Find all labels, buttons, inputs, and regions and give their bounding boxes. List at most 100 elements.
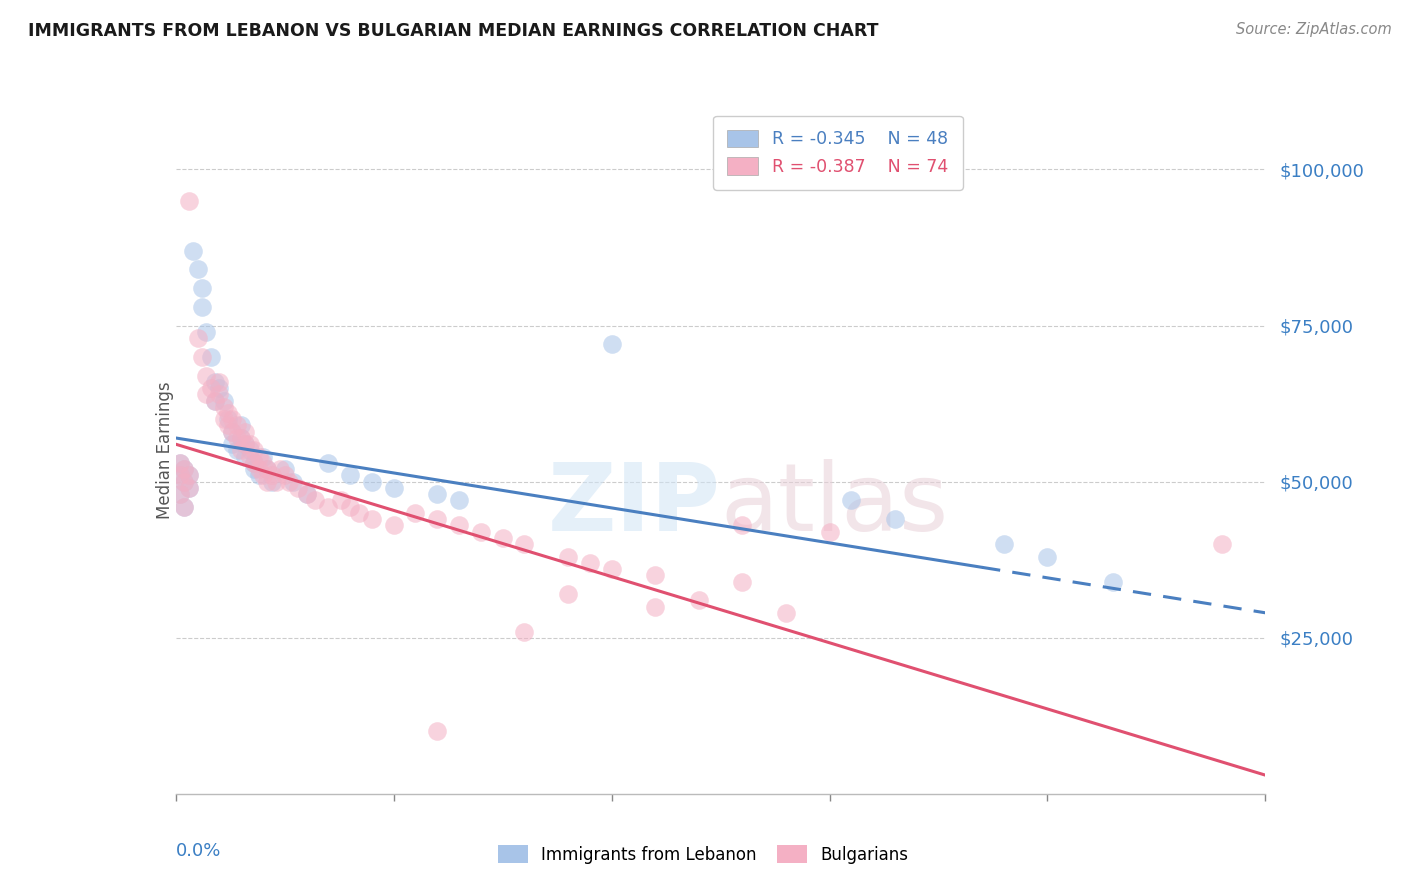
Point	[688, 593, 710, 607]
Point	[186, 262, 209, 277]
Point	[447, 518, 470, 533]
Point	[600, 562, 623, 576]
Point	[841, 493, 863, 508]
Point	[235, 437, 257, 451]
Point	[173, 475, 195, 489]
Point	[557, 587, 579, 601]
Point	[239, 450, 262, 464]
Text: Source: ZipAtlas.com: Source: ZipAtlas.com	[1236, 22, 1392, 37]
Point	[195, 387, 218, 401]
Point	[731, 518, 754, 533]
Point	[644, 568, 666, 582]
Point	[256, 462, 278, 476]
Point	[173, 500, 195, 514]
Point	[426, 512, 449, 526]
Point	[492, 531, 515, 545]
Point	[243, 462, 266, 476]
Point	[177, 468, 200, 483]
Point	[204, 393, 226, 408]
Point	[1036, 549, 1059, 564]
Point	[818, 524, 841, 539]
Point	[405, 506, 427, 520]
Point	[212, 412, 235, 426]
Point	[579, 556, 602, 570]
Point	[600, 337, 623, 351]
Point	[191, 300, 214, 314]
Point	[221, 425, 243, 439]
Point	[173, 462, 195, 476]
Point	[235, 437, 257, 451]
Point	[217, 406, 239, 420]
Point	[247, 450, 270, 464]
Point	[212, 393, 235, 408]
Text: atlas: atlas	[721, 459, 949, 551]
Point	[339, 468, 361, 483]
Point	[221, 437, 243, 451]
Point	[231, 418, 253, 433]
Point	[195, 325, 218, 339]
Point	[274, 468, 297, 483]
Point	[513, 624, 536, 639]
Point	[304, 493, 326, 508]
Point	[260, 475, 283, 489]
Point	[231, 431, 253, 445]
Point	[221, 412, 243, 426]
Point	[177, 481, 200, 495]
Point	[264, 475, 287, 489]
Point	[1211, 537, 1233, 551]
Text: 0.0%: 0.0%	[176, 842, 221, 860]
Point	[557, 549, 579, 564]
Point	[169, 468, 191, 483]
Point	[191, 350, 214, 364]
Point	[330, 493, 353, 508]
Point	[208, 387, 231, 401]
Point	[243, 456, 266, 470]
Point	[295, 487, 318, 501]
Point	[225, 418, 247, 433]
Point	[513, 537, 536, 551]
Point	[360, 475, 382, 489]
Point	[884, 512, 907, 526]
Point	[243, 456, 266, 470]
Point	[169, 487, 191, 501]
Point	[256, 475, 278, 489]
Point	[318, 500, 340, 514]
Point	[169, 456, 191, 470]
Point	[181, 244, 204, 258]
Point	[177, 481, 200, 495]
Point	[173, 475, 195, 489]
Point	[470, 524, 492, 539]
Point	[235, 450, 257, 464]
Text: IMMIGRANTS FROM LEBANON VS BULGARIAN MEDIAN EARNINGS CORRELATION CHART: IMMIGRANTS FROM LEBANON VS BULGARIAN MED…	[28, 22, 879, 40]
Point	[775, 606, 797, 620]
Point	[239, 437, 262, 451]
Point	[191, 281, 214, 295]
Point	[426, 487, 449, 501]
Point	[287, 481, 309, 495]
Point	[318, 456, 340, 470]
Point	[252, 456, 274, 470]
Point	[347, 506, 370, 520]
Point	[1102, 574, 1125, 589]
Point	[256, 462, 278, 476]
Point	[186, 331, 209, 345]
Point	[360, 512, 382, 526]
Point	[426, 724, 449, 739]
Point	[200, 381, 222, 395]
Legend: Immigrants from Lebanon, Bulgarians: Immigrants from Lebanon, Bulgarians	[491, 838, 915, 871]
Point	[204, 375, 226, 389]
Point	[447, 493, 470, 508]
Point	[204, 393, 226, 408]
Point	[217, 418, 239, 433]
Point	[269, 462, 291, 476]
Point	[993, 537, 1015, 551]
Y-axis label: Median Earnings: Median Earnings	[156, 382, 173, 519]
Point	[235, 425, 257, 439]
Point	[217, 412, 239, 426]
Point	[177, 468, 200, 483]
Point	[173, 462, 195, 476]
Point	[212, 400, 235, 414]
Point	[274, 462, 297, 476]
Point	[247, 462, 270, 476]
Point	[295, 487, 318, 501]
